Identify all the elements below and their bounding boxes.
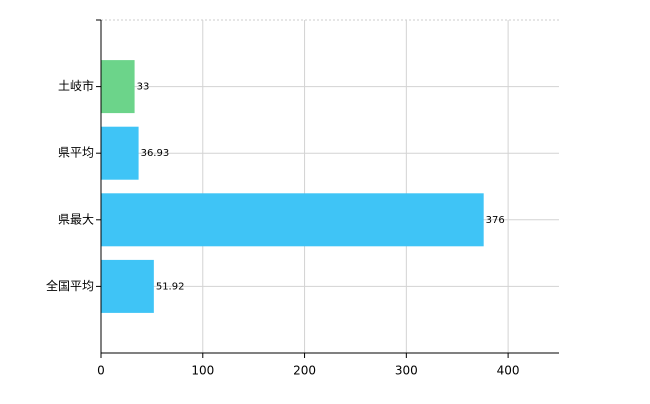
value-label: 33 bbox=[137, 82, 150, 93]
x-tick-label: 0 bbox=[97, 364, 105, 378]
value-label: 51.92 bbox=[156, 281, 185, 292]
value-label: 36.93 bbox=[141, 148, 170, 159]
y-tick-label: 土岐市 bbox=[58, 78, 94, 93]
y-tick-label: 全国平均 bbox=[46, 278, 94, 293]
x-tick-label: 300 bbox=[395, 364, 418, 378]
x-tick-label: 200 bbox=[293, 364, 316, 378]
y-tick-label: 県最大 bbox=[58, 212, 94, 226]
bar bbox=[101, 126, 139, 180]
value-label: 376 bbox=[486, 215, 505, 226]
x-tick-label: 100 bbox=[191, 364, 214, 378]
y-tick-label: 県平均 bbox=[58, 146, 94, 160]
bar bbox=[101, 60, 135, 114]
bar bbox=[101, 193, 484, 247]
bar bbox=[101, 259, 154, 313]
x-tick-label: 400 bbox=[497, 364, 520, 378]
